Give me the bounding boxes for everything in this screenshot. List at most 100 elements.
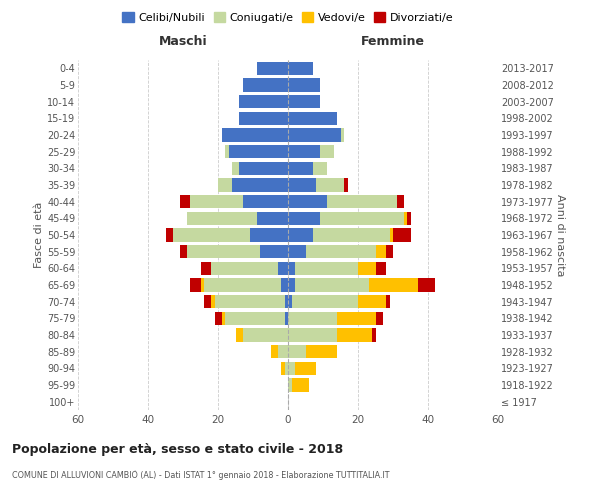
Bar: [288, 95, 320, 108]
Bar: [239, 95, 288, 108]
Bar: [235, 328, 242, 342]
Bar: [337, 328, 372, 342]
Bar: [386, 245, 393, 258]
Bar: [407, 212, 410, 225]
Bar: [341, 128, 344, 141]
Bar: [288, 345, 305, 358]
Bar: [404, 212, 407, 225]
Bar: [288, 378, 292, 392]
Bar: [200, 278, 204, 291]
Bar: [204, 278, 281, 291]
Bar: [239, 162, 288, 175]
Bar: [295, 278, 368, 291]
Bar: [288, 112, 337, 125]
Bar: [288, 228, 313, 241]
Bar: [173, 228, 250, 241]
Bar: [190, 195, 242, 208]
Bar: [284, 312, 288, 325]
Bar: [281, 362, 284, 375]
Bar: [389, 228, 393, 241]
Bar: [229, 145, 288, 158]
Bar: [232, 178, 288, 192]
Bar: [344, 178, 347, 192]
Bar: [190, 278, 200, 291]
Bar: [221, 128, 288, 141]
Bar: [242, 195, 288, 208]
Bar: [271, 345, 277, 358]
Bar: [316, 178, 344, 192]
Bar: [288, 78, 320, 92]
Bar: [288, 212, 320, 225]
Bar: [288, 178, 316, 192]
Bar: [187, 245, 260, 258]
Bar: [313, 228, 389, 241]
Bar: [288, 362, 295, 375]
Bar: [179, 195, 190, 208]
Bar: [305, 245, 376, 258]
Bar: [320, 145, 334, 158]
Bar: [288, 245, 305, 258]
Bar: [372, 328, 376, 342]
Y-axis label: Anni di nascita: Anni di nascita: [555, 194, 565, 276]
Bar: [305, 345, 337, 358]
Bar: [204, 295, 211, 308]
Bar: [211, 262, 277, 275]
Bar: [250, 228, 288, 241]
Bar: [277, 345, 288, 358]
Bar: [288, 145, 320, 158]
Bar: [242, 78, 288, 92]
Bar: [225, 145, 229, 158]
Bar: [368, 278, 418, 291]
Bar: [187, 212, 257, 225]
Bar: [295, 362, 316, 375]
Bar: [257, 212, 288, 225]
Bar: [288, 278, 295, 291]
Text: COMUNE DI ALLUVIONI CAMBIÒ (AL) - Dati ISTAT 1° gennaio 2018 - Elaborazione TUT: COMUNE DI ALLUVIONI CAMBIÒ (AL) - Dati …: [12, 470, 389, 480]
Bar: [200, 262, 211, 275]
Bar: [281, 278, 288, 291]
Bar: [418, 278, 435, 291]
Text: Maschi: Maschi: [158, 36, 208, 49]
Bar: [358, 262, 376, 275]
Bar: [288, 195, 326, 208]
Bar: [288, 295, 292, 308]
Bar: [397, 195, 404, 208]
Bar: [376, 312, 383, 325]
Bar: [292, 295, 358, 308]
Y-axis label: Fasce di età: Fasce di età: [34, 202, 44, 268]
Bar: [218, 178, 232, 192]
Text: Femmine: Femmine: [361, 36, 425, 49]
Legend: Celibi/Nubili, Coniugati/e, Vedovi/e, Divorziati/e: Celibi/Nubili, Coniugati/e, Vedovi/e, Di…: [118, 8, 458, 28]
Bar: [179, 245, 187, 258]
Bar: [376, 245, 386, 258]
Bar: [242, 328, 288, 342]
Bar: [211, 295, 215, 308]
Bar: [288, 262, 295, 275]
Bar: [386, 295, 389, 308]
Bar: [313, 162, 326, 175]
Bar: [166, 228, 173, 241]
Bar: [292, 378, 309, 392]
Bar: [284, 295, 288, 308]
Bar: [337, 312, 376, 325]
Bar: [288, 162, 313, 175]
Bar: [284, 362, 288, 375]
Bar: [215, 312, 221, 325]
Bar: [295, 262, 358, 275]
Bar: [239, 112, 288, 125]
Text: Popolazione per età, sesso e stato civile - 2018: Popolazione per età, sesso e stato civil…: [12, 442, 343, 456]
Bar: [277, 262, 288, 275]
Bar: [288, 62, 313, 75]
Bar: [221, 312, 225, 325]
Bar: [376, 262, 386, 275]
Bar: [393, 228, 410, 241]
Bar: [288, 328, 337, 342]
Bar: [326, 195, 397, 208]
Bar: [232, 162, 239, 175]
Bar: [260, 245, 288, 258]
Bar: [215, 295, 284, 308]
Bar: [257, 62, 288, 75]
Bar: [358, 295, 386, 308]
Bar: [320, 212, 404, 225]
Bar: [225, 312, 284, 325]
